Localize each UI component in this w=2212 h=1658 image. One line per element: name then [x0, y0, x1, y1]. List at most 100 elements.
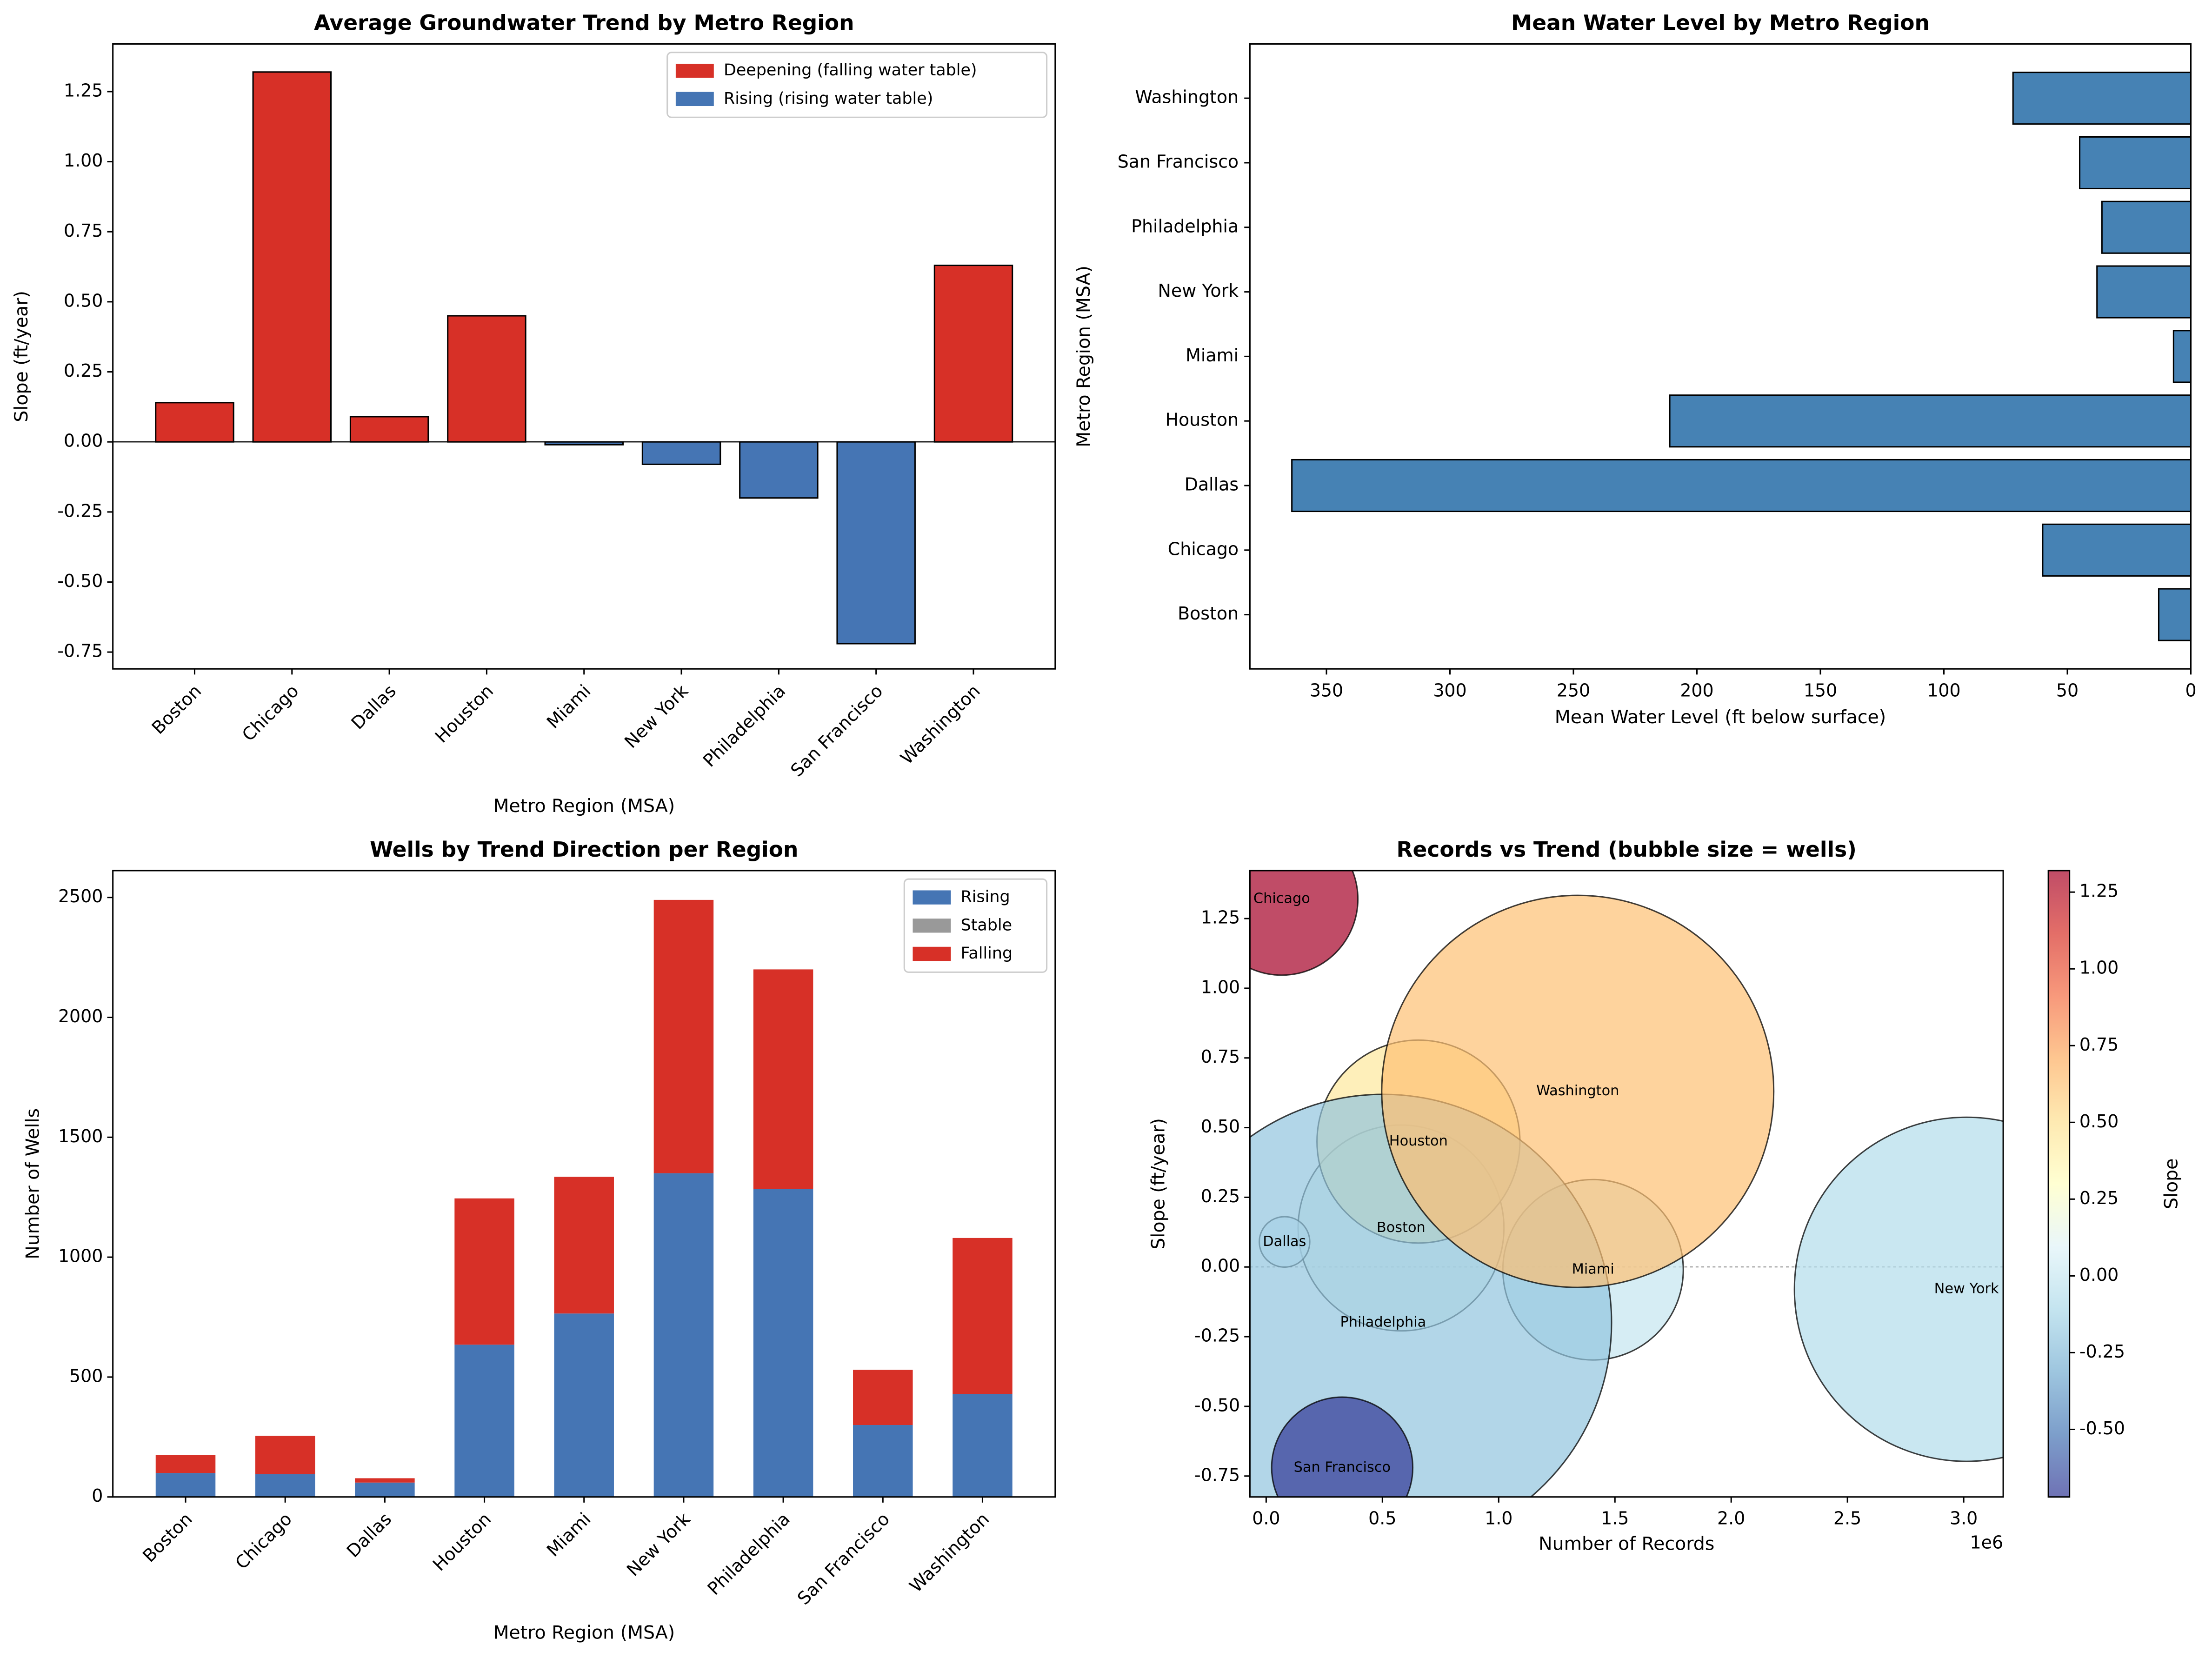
colorbar-tick-label: 1.00	[2079, 958, 2119, 978]
colorbar-label: Slope	[2161, 1159, 2182, 1209]
plot-frame	[1249, 870, 2004, 1498]
bar-segment	[155, 1473, 216, 1497]
x-axis-label: Metro Region (MSA)	[493, 1622, 675, 1643]
y-tick-label: Miami	[1186, 345, 1239, 366]
legend-label: Falling	[961, 944, 1013, 963]
y-tick-label: -0.50	[57, 571, 103, 591]
bar-segment	[853, 1425, 913, 1497]
bar	[252, 71, 332, 443]
bar	[349, 416, 429, 443]
x-axis-label: Metro Region (MSA)	[493, 795, 675, 817]
plot-frame	[112, 870, 1056, 1498]
chart-title: Mean Water Level by Metro Region	[1511, 11, 1930, 35]
x-tick-label: 2.0	[1717, 1508, 1745, 1529]
bubble	[1250, 870, 1359, 976]
bar-segment	[355, 1478, 415, 1483]
bar-segment	[255, 1474, 315, 1497]
y-tick-label: 0.75	[1201, 1046, 1240, 1067]
y-tick-label: -0.25	[1194, 1325, 1240, 1346]
bar	[2096, 265, 2192, 319]
legend-label: Deepening (falling water table)	[724, 61, 977, 80]
bar-segment	[155, 1455, 216, 1473]
bar-segment	[653, 1173, 714, 1497]
y-tick-label: 1500	[58, 1126, 103, 1146]
y-tick-label: 1.00	[1201, 977, 1240, 997]
colorbar-tick-label: 0.00	[2079, 1265, 2119, 1285]
legend-swatch	[913, 919, 951, 933]
bar-segment	[454, 1345, 514, 1497]
legend-label: Stable	[961, 916, 1012, 934]
y-tick-label: 2500	[58, 886, 103, 906]
bar	[1669, 394, 2192, 448]
y-axis-label: Metro Region (MSA)	[1073, 266, 1094, 447]
y-tick-label: Dallas	[1185, 474, 1239, 495]
legend-swatch	[675, 92, 714, 107]
y-tick-label: 1.25	[1201, 907, 1240, 928]
x-tick-label: 350	[1310, 680, 1343, 700]
x-tick-label: 3.0	[1950, 1508, 1978, 1529]
y-tick-label: -0.75	[1194, 1465, 1240, 1485]
bar-segment	[853, 1370, 913, 1425]
x-tick-label: 2.5	[1833, 1508, 1861, 1529]
y-tick-label: 0.25	[1201, 1186, 1240, 1206]
bar	[2172, 330, 2192, 383]
legend-label: Rising (rising water table)	[724, 89, 933, 108]
x-axis-label: Mean Water Level (ft below surface)	[1555, 706, 1886, 728]
bubble	[1271, 1396, 1414, 1497]
colorbar-tick-label: 0.25	[2079, 1188, 2119, 1208]
bar	[641, 441, 721, 465]
legend-swatch	[913, 890, 951, 905]
x-tick-label: 0.5	[1368, 1508, 1396, 1529]
colorbar-tick-label: -0.50	[2079, 1418, 2125, 1438]
bubble-label: New York	[1934, 1281, 1999, 1297]
bubble	[1793, 1116, 2004, 1462]
bubble-label: Boston	[1377, 1219, 1426, 1236]
y-tick-label: Philadelphia	[1131, 216, 1239, 236]
y-tick-label: Chicago	[1168, 539, 1239, 559]
colorbar-tick-label: 0.75	[2079, 1034, 2119, 1055]
x-tick-label: 1.5	[1601, 1508, 1629, 1529]
x-tick-label: 0.0	[1252, 1508, 1280, 1529]
x-tick-label: 0	[2185, 680, 2196, 700]
y-axis-label: Slope (ft/year)	[1148, 1118, 1169, 1250]
bar-segment	[454, 1198, 514, 1345]
bubbles: Boston Chicago Dallas Houston Miami New York P…	[1250, 870, 2004, 1497]
y-tick-label: Washington	[1135, 87, 1239, 107]
x-tick-label: 150	[1804, 680, 1837, 700]
y-tick-label: Boston	[1178, 603, 1239, 624]
bar	[836, 441, 916, 645]
bar-segment	[953, 1238, 1013, 1394]
x-tick-label: 100	[1927, 680, 1960, 700]
bar-segment	[953, 1393, 1013, 1497]
bubble-label: Miami	[1572, 1261, 1614, 1278]
chart-title: Average Groundwater Trend by Metro Regio…	[314, 11, 854, 35]
bar-segment	[554, 1177, 614, 1314]
chart-title: Records vs Trend (bubble size = wells)	[1397, 837, 1857, 862]
y-tick-label: 500	[69, 1365, 103, 1386]
bar	[447, 315, 526, 443]
bar-segment	[554, 1313, 614, 1497]
legend-swatch	[675, 64, 714, 78]
y-tick-label: 0.50	[1201, 1116, 1240, 1137]
y-axis-label: Number of Wells	[22, 1108, 43, 1259]
bubble-label: Dallas	[1263, 1233, 1306, 1250]
x-tick-label: 1.0	[1485, 1508, 1512, 1529]
bubble-label: Chicago	[1253, 891, 1310, 907]
x-tick-label: 250	[1557, 680, 1590, 700]
y-axis-label: Slope (ft/year)	[11, 291, 32, 422]
y-tick-label: -0.75	[57, 641, 103, 661]
bar	[933, 265, 1013, 443]
bar	[2101, 200, 2192, 254]
bar	[2158, 588, 2192, 641]
bar-segment	[355, 1482, 415, 1497]
bubble	[1381, 894, 1775, 1288]
y-tick-label: -0.25	[57, 500, 103, 521]
y-tick-label: 0.50	[64, 290, 103, 311]
bubble-label: Philadelphia	[1340, 1314, 1426, 1331]
bar	[1291, 459, 2192, 513]
bar	[155, 402, 234, 443]
bar-segment	[753, 1189, 813, 1497]
colorbar-tick-label: 1.25	[2079, 881, 2119, 901]
x-axis-label: Number of Records	[1539, 1533, 1714, 1554]
x-tick-label: 300	[1433, 680, 1466, 700]
